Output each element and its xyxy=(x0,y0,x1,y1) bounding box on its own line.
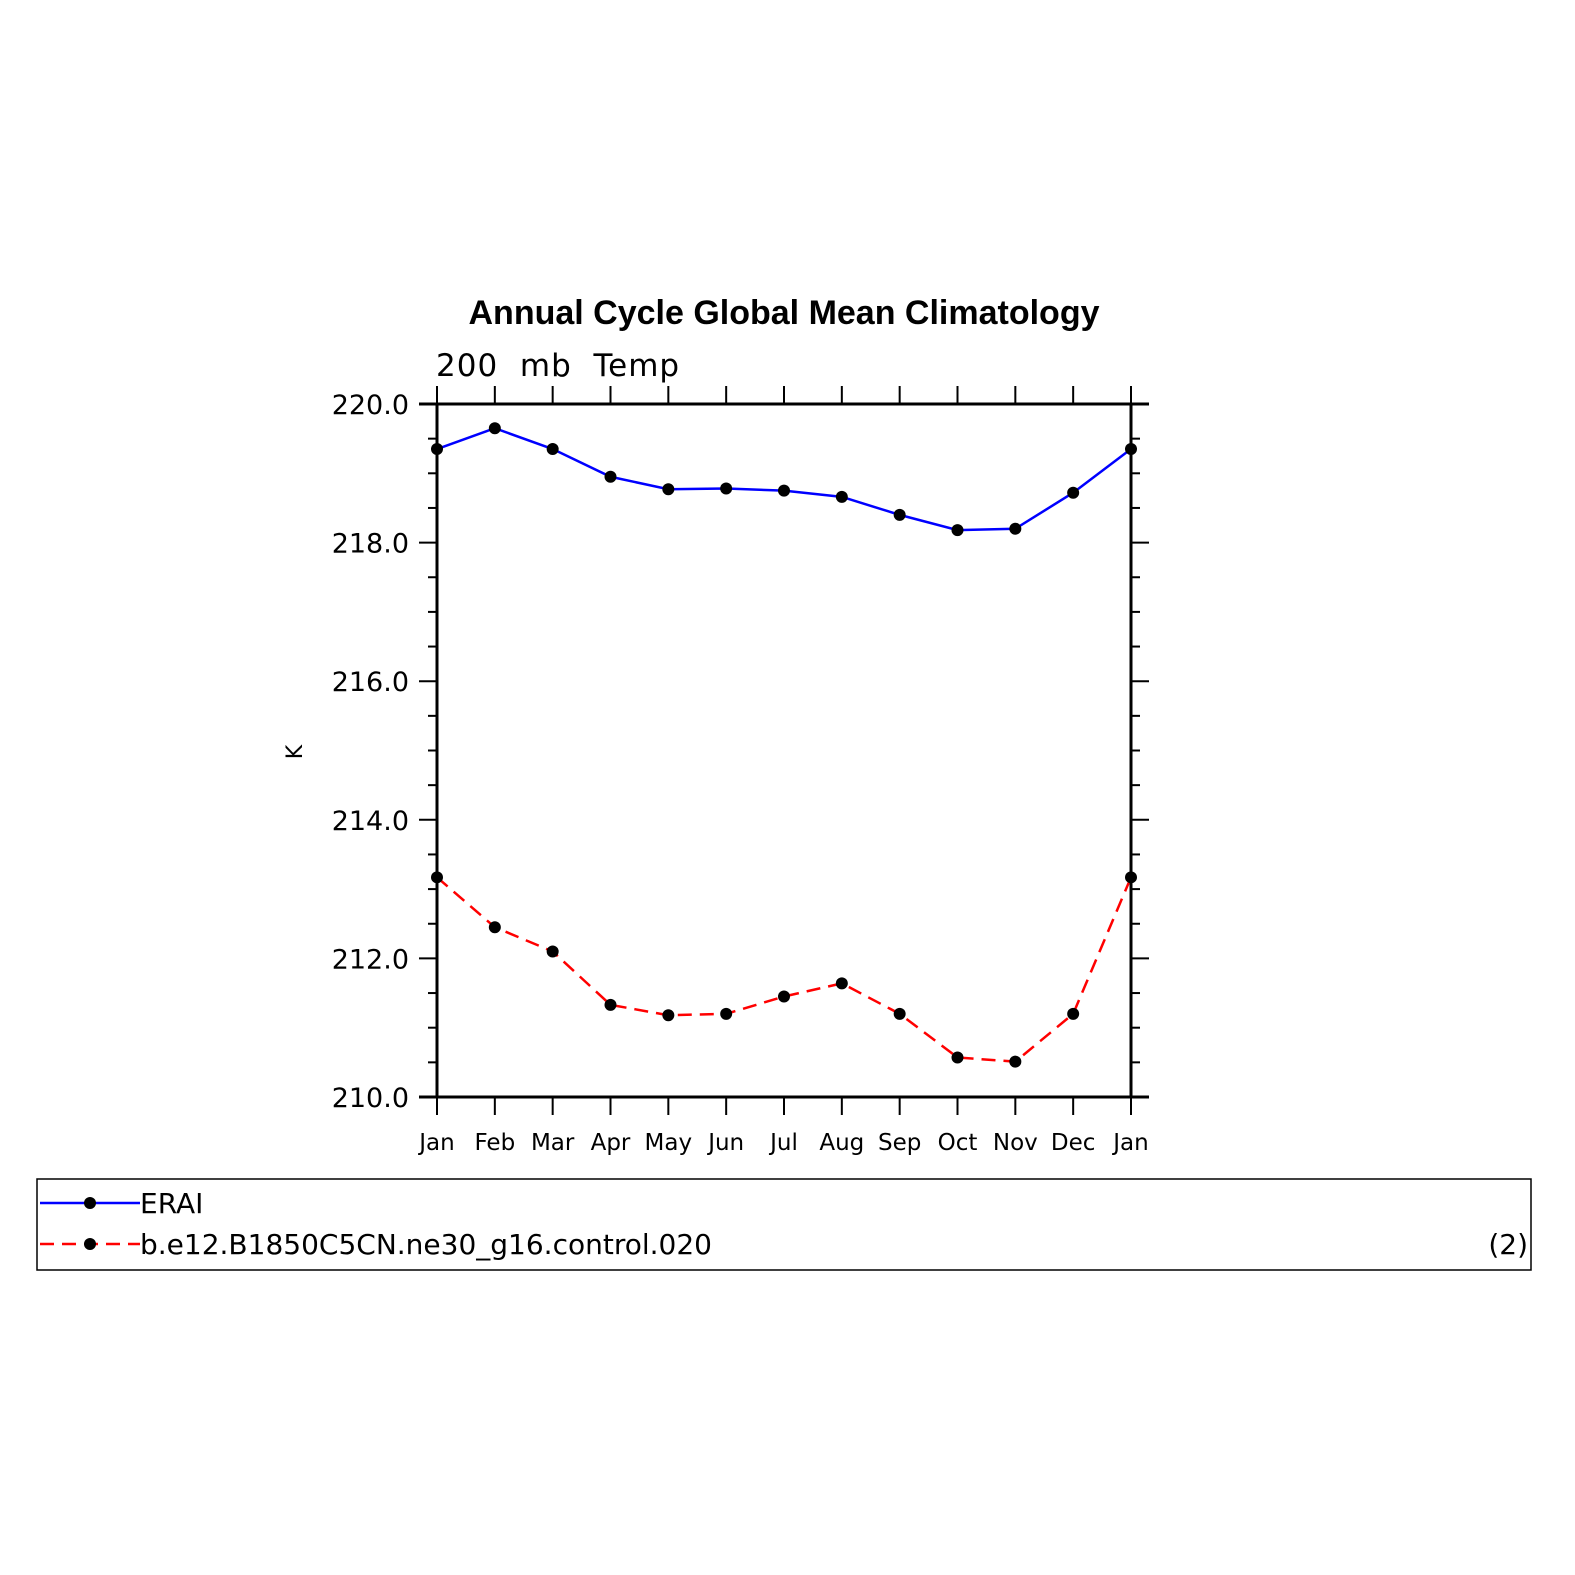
legend: ERAI b.e12.B1850C5CN.ne30_g16.control.020… xyxy=(36,1178,1532,1271)
legend-marker-1 xyxy=(84,1197,96,1209)
series-line-2 xyxy=(436,876,1133,1063)
series-1-point xyxy=(1067,486,1080,499)
series-2-point xyxy=(893,1007,906,1020)
x-tick-label: Aug xyxy=(819,1130,864,1156)
y-tick-label: 220.0 xyxy=(332,390,409,421)
series-2-point xyxy=(720,1007,733,1020)
series-2-point xyxy=(662,1009,675,1022)
y-tick-label: 216.0 xyxy=(332,667,409,698)
series-1-point xyxy=(662,483,675,496)
series-1-point xyxy=(720,482,733,495)
series-1-point xyxy=(488,422,501,435)
series-1-point xyxy=(431,443,443,456)
x-tick-label: Jul xyxy=(768,1130,798,1156)
y-tick-label: 214.0 xyxy=(332,806,409,837)
series-1-point xyxy=(1009,522,1022,535)
x-tick-label: Apr xyxy=(591,1130,631,1156)
y-tick-label: 210.0 xyxy=(332,1083,409,1114)
series-2-point xyxy=(488,921,501,934)
series-1-point xyxy=(1125,443,1137,456)
series-1-point xyxy=(604,470,617,483)
x-tick-label: Jan xyxy=(1111,1130,1148,1156)
series-2-point xyxy=(604,998,617,1011)
legend-box xyxy=(36,1178,1532,1271)
series-2-point xyxy=(1125,871,1137,884)
series-2-point xyxy=(778,990,790,1003)
x-tick-label: Nov xyxy=(993,1130,1038,1156)
series-2-point xyxy=(835,977,848,990)
chart-title: Annual Cycle Global Mean Climatology xyxy=(469,294,1100,332)
x-tick-label: Oct xyxy=(938,1130,978,1156)
chart-subtitle: 200 mb Temp xyxy=(436,348,680,384)
x-tick-label: Dec xyxy=(1051,1130,1096,1156)
series-line-1 xyxy=(436,426,1132,532)
series-1-point xyxy=(778,484,790,497)
legend-marker-2 xyxy=(84,1238,96,1250)
y-tick-label: 218.0 xyxy=(332,529,409,560)
series-2-point xyxy=(1067,1007,1080,1020)
y-axis-label: K xyxy=(283,744,308,759)
x-tick-label: Sep xyxy=(878,1130,921,1156)
x-tick-label: Feb xyxy=(474,1130,515,1156)
x-tick-label: Jan xyxy=(417,1130,454,1156)
series-2-point xyxy=(431,871,443,884)
series-1-point xyxy=(835,490,848,503)
plot-area: 210.0 212.0 214.0 216.0 218.0 220.0 Jan Feb Mar A… xyxy=(332,386,1149,1156)
series-2-point xyxy=(546,945,559,958)
x-tick-label: Mar xyxy=(531,1130,575,1156)
series-2-point xyxy=(951,1051,964,1064)
series-2-point xyxy=(1009,1055,1022,1068)
x-tick-label: May xyxy=(645,1130,693,1156)
legend-note: (2) xyxy=(1488,1228,1528,1261)
y-tick-label: 212.0 xyxy=(332,944,409,975)
x-tick-label: Jun xyxy=(706,1130,744,1156)
legend-label-1: ERAI xyxy=(140,1187,203,1220)
series-1-point xyxy=(951,524,964,537)
series-1-point xyxy=(893,508,906,521)
series-1-point xyxy=(546,443,559,456)
legend-label-2: b.e12.B1850C5CN.ne30_g16.control.020 xyxy=(140,1228,712,1261)
